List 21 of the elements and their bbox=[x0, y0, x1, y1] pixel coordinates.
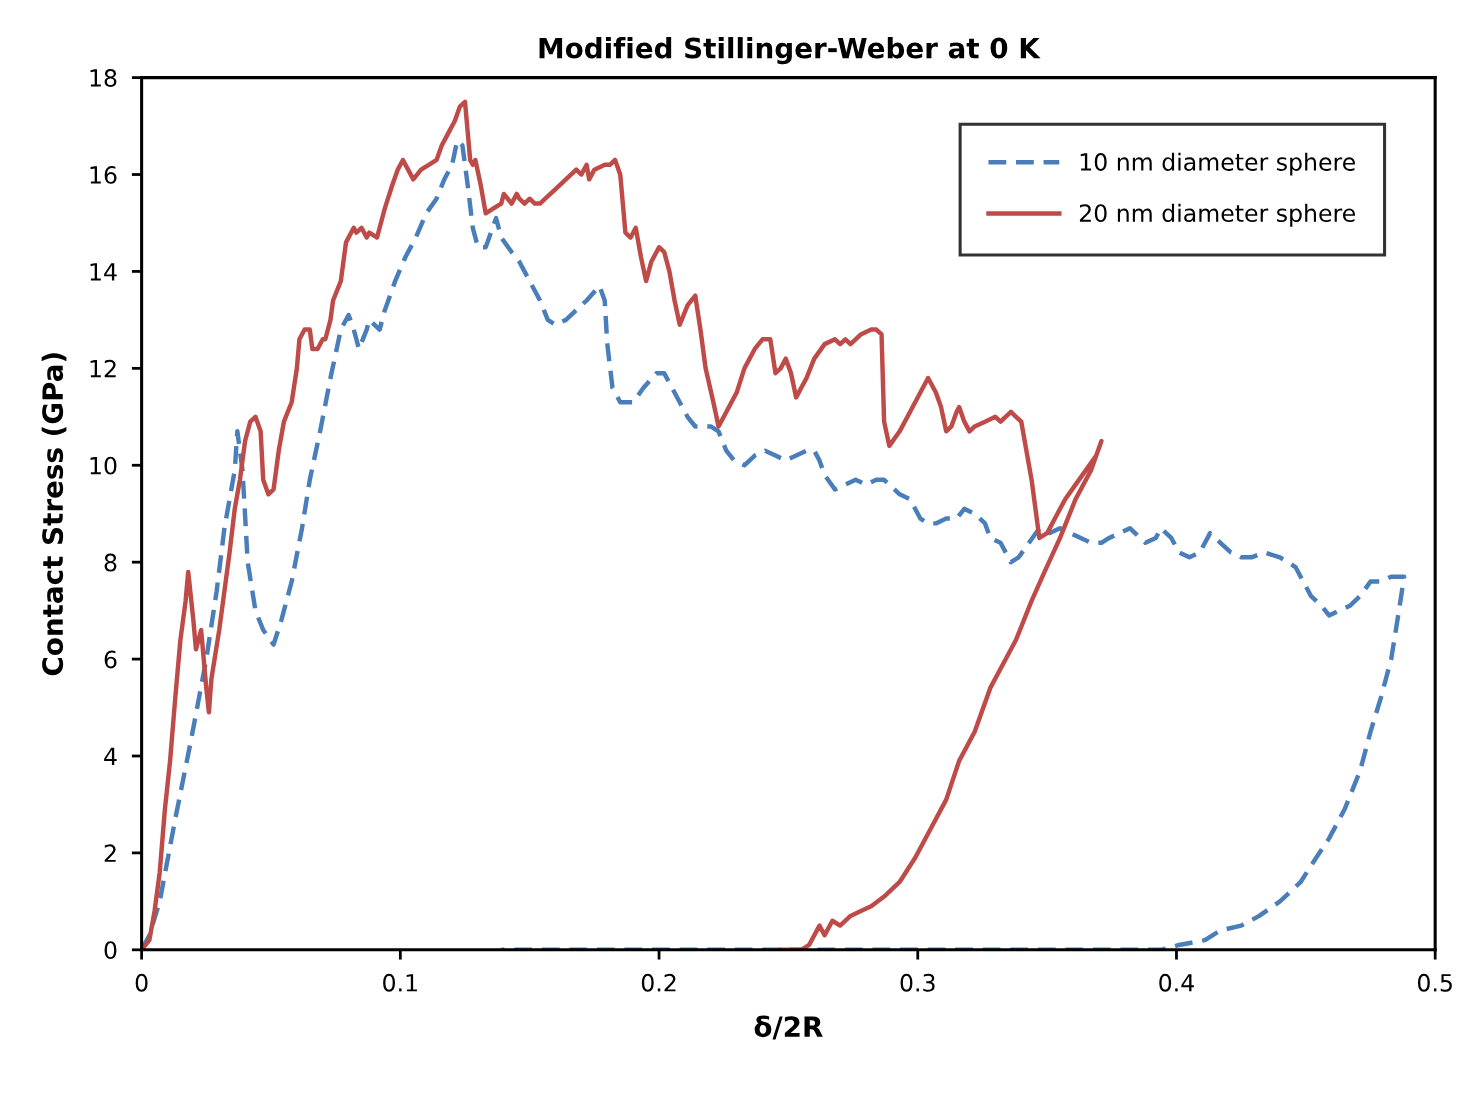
y-axis-title: Contact Stress (GPa) bbox=[41, 353, 67, 676]
y-tick-label: 6 bbox=[104, 650, 117, 669]
y-tick-label: 4 bbox=[104, 747, 117, 765]
x-tick-label: 0.2 bbox=[641, 973, 676, 992]
chart-title: Modified Stillinger-Weber at 0 K bbox=[539, 37, 1041, 65]
x-tick-label: 0 bbox=[135, 973, 148, 992]
legend-label: 20 nm diameter sphere bbox=[1079, 203, 1355, 227]
y-tick-label: 0 bbox=[104, 941, 117, 960]
y-tick-label: 14 bbox=[90, 263, 117, 281]
y-tick-label: 8 bbox=[104, 553, 117, 572]
x-axis-title: δ/2R bbox=[754, 1015, 823, 1040]
x-tick-label: 0.4 bbox=[1159, 973, 1194, 992]
y-tick-label: 10 bbox=[90, 456, 117, 475]
y-tick-label: 2 bbox=[104, 844, 116, 862]
y-tick-label: 18 bbox=[90, 69, 117, 87]
y-tick-label: 12 bbox=[90, 359, 116, 378]
x-tick-label: 0.3 bbox=[900, 973, 935, 992]
x-tick-label: 0.5 bbox=[1417, 973, 1452, 992]
legend-label: 10 nm diameter sphere bbox=[1080, 152, 1355, 176]
y-tick-label: 16 bbox=[90, 165, 117, 184]
x-tick-label: 0.1 bbox=[383, 973, 417, 992]
